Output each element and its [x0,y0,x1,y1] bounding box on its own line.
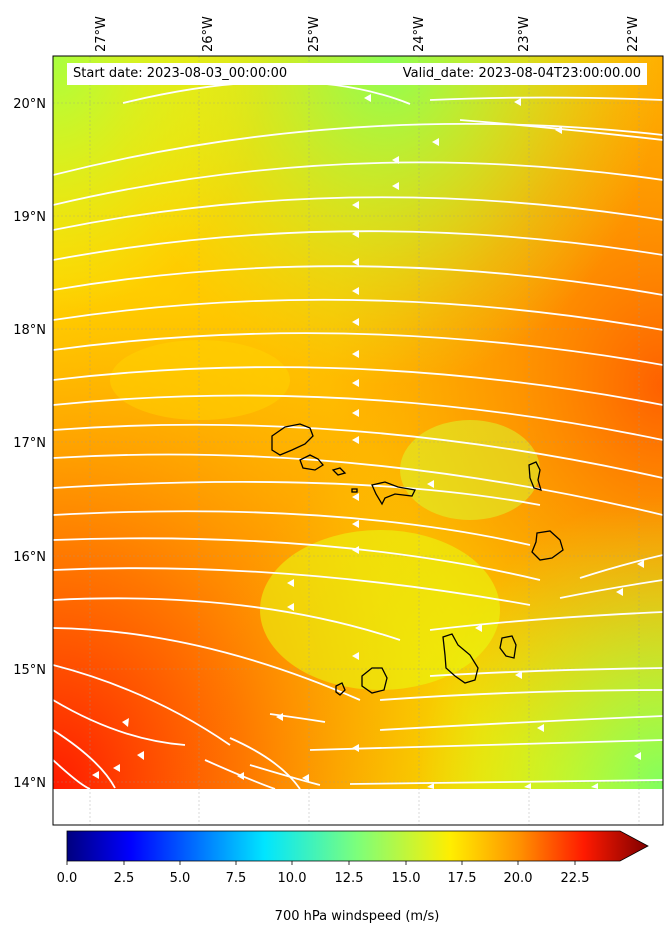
island-boa-vista [531,530,564,561]
start-date-text: Start date: 2023-08-03_00:00:00 [73,66,288,81]
colorbar-tick-label: 20.0 [504,871,533,886]
lat-label: 17°N [13,436,46,451]
lon-label: 27°W [94,16,109,52]
lon-label: 22°W [626,16,641,52]
lon-label: 25°W [307,16,322,52]
colorbar-tick-label: 7.5 [226,871,247,886]
island-sao-nicolau [371,481,416,506]
colorbar-tick-label: 17.5 [448,871,477,886]
valid-date-text: Valid_date: 2023-08-04T23:00:00.00 [402,66,641,81]
island-santa-luzia [331,467,347,476]
colorbar-tick-label: 10.0 [278,871,307,886]
lon-label: 23°W [517,16,532,52]
island-sao-vicente [299,454,324,471]
colorbar-tick-label: 12.5 [335,871,364,886]
island-fogo [361,667,388,694]
colorbar: 0.0 2.5 5.0 7.5 10.0 12.5 15.0 17.5 20.0… [57,830,649,924]
island-razo [351,488,358,493]
colorbar-bar [66,830,649,862]
colorbar-tick-label: 22.5 [561,871,590,886]
latitude-labels: 20°N 19°N 18°N 17°N 16°N 15°N 14°N [13,97,46,791]
lat-label: 15°N [13,663,46,678]
coastlines [271,423,564,696]
windspeed-field [53,56,663,789]
lon-label: 26°W [201,16,216,52]
start-date-label: Start date: 2023-08-03_00:00:00 Valid_da… [67,63,647,85]
lon-label: 24°W [412,16,427,52]
lat-label: 19°N [13,210,46,225]
no-data-strip [53,789,663,825]
lat-label: 20°N [13,97,46,112]
colorbar-tick-label: 5.0 [170,871,191,886]
island-santiago [442,633,479,684]
streamline-arrows [92,94,644,789]
colorbar-tick-label: 2.5 [114,871,135,886]
colorbar-tick-label: 15.0 [392,871,421,886]
island-santo-antao [271,423,314,456]
lat-label: 14°N [13,776,46,791]
colorbar-ticks [66,861,576,865]
lat-label: 16°N [13,550,46,565]
island-brava [335,682,346,696]
island-sal [528,461,542,491]
island-maio [499,635,517,659]
lat-label: 18°N [13,323,46,338]
gridlines [53,56,663,825]
longitude-labels: 27°W 26°W 25°W 24°W 23°W 22°W [94,16,641,52]
map-frame [52,55,664,826]
streamlines [53,80,663,789]
colorbar-title: 700 hPa windspeed (m/s) [275,909,440,924]
colorbar-tick-label: 0.0 [57,871,78,886]
